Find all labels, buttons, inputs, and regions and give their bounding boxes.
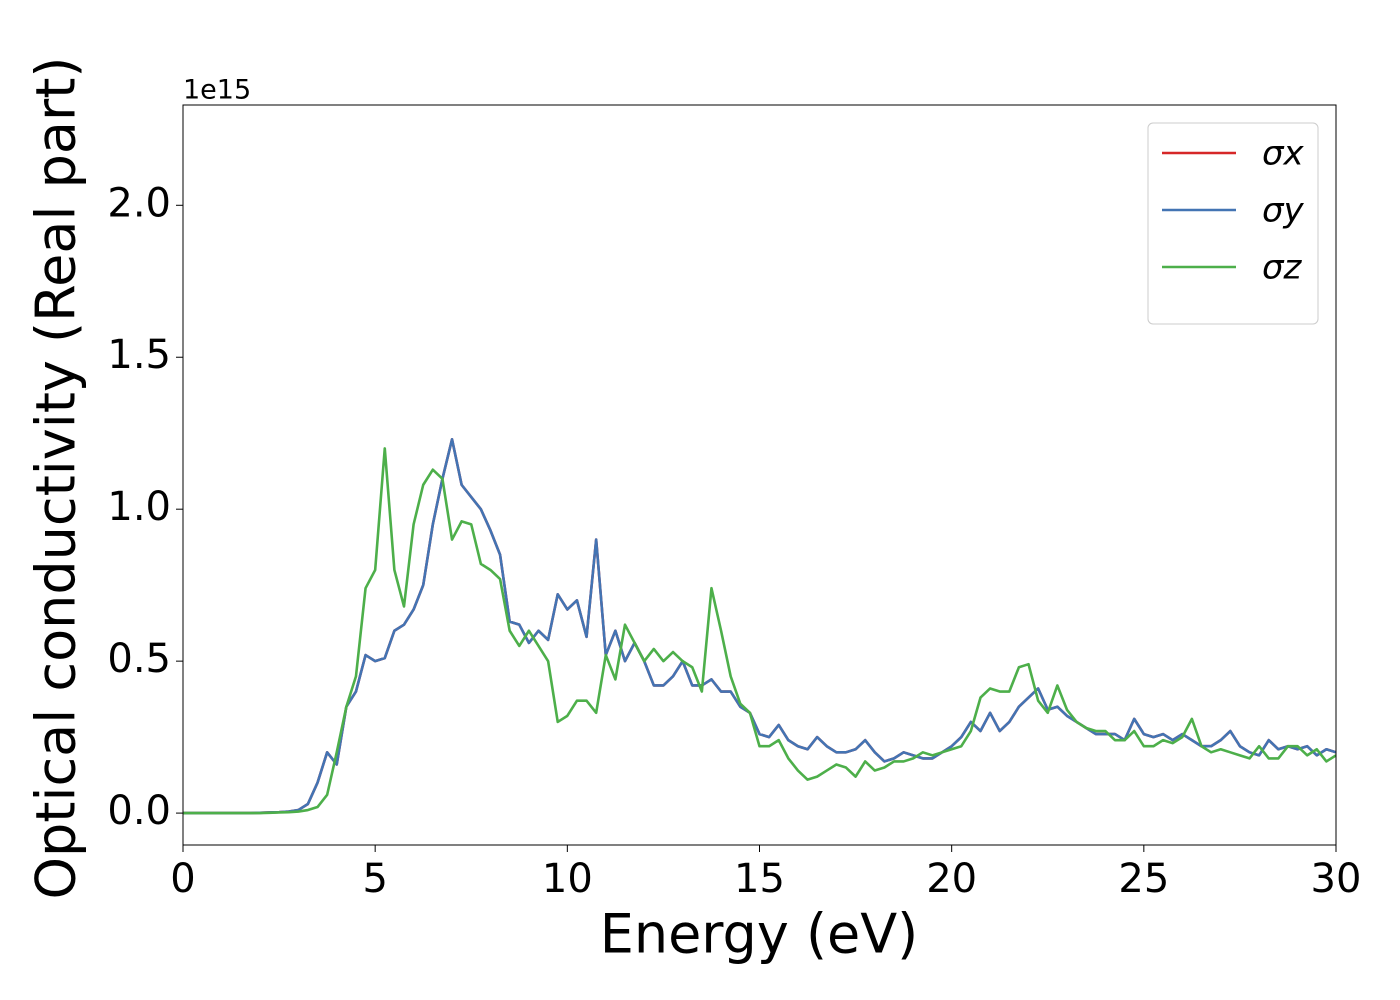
series-line [183, 437, 1336, 815]
series-line [183, 437, 1336, 815]
legend-label: σz [1262, 248, 1303, 288]
x-tick-label: 5 [362, 856, 387, 902]
x-axis-label: Energy (eV) [600, 903, 919, 966]
x-tick-label: 30 [1311, 856, 1362, 902]
legend-box [1147, 122, 1319, 325]
legend-label: σy [1262, 191, 1305, 231]
legend: σx σy σz [1147, 122, 1319, 325]
y-tick-label: 0.5 [107, 636, 171, 682]
x-tick-label: 10 [542, 856, 593, 902]
y-tick-label: 0.0 [107, 788, 171, 834]
legend-label: σx [1262, 134, 1305, 174]
x-tick-label: 0 [170, 856, 195, 902]
x-tick-label: 25 [1118, 856, 1169, 902]
y-axis-label: Optical conductivity (Real part) [25, 57, 88, 900]
y-tick-label: 1.5 [107, 332, 171, 378]
x-tick-label: 20 [926, 856, 977, 902]
series-line [183, 447, 1336, 815]
y-tick-label: 2.0 [107, 180, 171, 226]
y-tick-label: 1.0 [107, 484, 171, 530]
y-offset-label: 1e15 [183, 75, 251, 106]
x-tick-label: 15 [734, 856, 785, 902]
plot-lines [183, 437, 1336, 815]
